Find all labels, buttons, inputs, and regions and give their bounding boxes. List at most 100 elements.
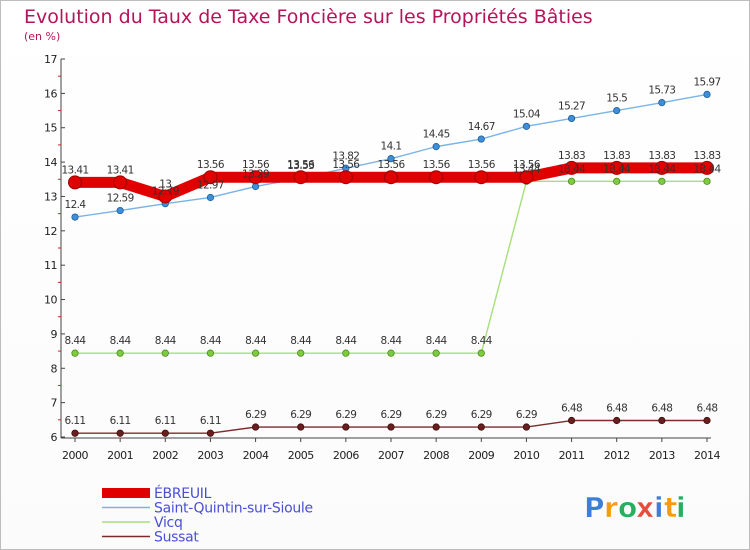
legend-label: Vicq <box>154 515 183 531</box>
data-label: 6.11 <box>200 415 221 427</box>
data-point <box>658 416 666 425</box>
data-point <box>658 177 666 185</box>
data-point <box>384 170 398 185</box>
data-label: 6.29 <box>516 409 537 421</box>
data-label: 13.82 <box>332 150 359 162</box>
data-label: 15.97 <box>693 76 720 88</box>
logo-letter: x <box>636 491 654 524</box>
data-point <box>71 349 79 357</box>
data-label: 13.56 <box>423 159 451 171</box>
x-tick-label: 2009 <box>468 449 494 462</box>
data-point <box>248 170 263 185</box>
data-point <box>206 429 215 437</box>
data-label: 13.44 <box>558 163 586 175</box>
data-label: 6.29 <box>245 409 266 421</box>
data-label: 8.44 <box>426 335 448 347</box>
data-label: 12.79 <box>152 186 179 198</box>
data-label: 13.56 <box>468 159 496 171</box>
data-point <box>342 423 350 431</box>
x-tick-label: 2012 <box>604 449 630 462</box>
data-label: 15.5 <box>606 93 627 105</box>
data-point <box>206 349 215 357</box>
logo-letter: t <box>664 491 677 524</box>
chart-subtitle: (en %) <box>24 30 60 43</box>
data-label: 13.41 <box>61 164 88 176</box>
data-label: 12.4 <box>65 199 87 211</box>
y-tick-label: 6 <box>51 431 58 444</box>
data-label: 6.29 <box>335 409 356 421</box>
x-tick-label: 2005 <box>288 449 314 462</box>
y-tick-label: 13 <box>44 190 57 203</box>
logo-letter: P <box>584 491 605 524</box>
data-label: 8.44 <box>381 335 403 347</box>
data-point <box>161 429 169 437</box>
data-point <box>297 423 305 431</box>
data-point <box>613 177 621 185</box>
data-label: 6.11 <box>110 415 131 427</box>
data-label: 13.83 <box>648 150 675 162</box>
data-point <box>429 170 444 185</box>
data-label: 15.04 <box>513 108 541 120</box>
data-point <box>567 416 576 425</box>
data-point <box>564 160 579 175</box>
data-label: 6.29 <box>426 409 447 421</box>
data-point <box>387 155 395 163</box>
y-tick-label: 11 <box>44 259 57 272</box>
data-label: 6.11 <box>65 415 86 427</box>
data-point <box>703 177 711 185</box>
x-tick-label: 2000 <box>62 449 88 462</box>
data-label: 13.44 <box>693 163 721 175</box>
data-point <box>477 135 485 143</box>
y-tick-label: 10 <box>44 294 57 307</box>
x-tick-label: 2010 <box>513 449 539 462</box>
data-point <box>703 416 711 425</box>
legend: ÉBREUILSaint-Quintin-sur-SiouleVicqSussa… <box>102 485 313 546</box>
data-label: 13.44 <box>603 163 631 175</box>
data-label: 13.56 <box>332 159 360 171</box>
data-label: 13.56 <box>377 159 405 171</box>
data-point <box>158 189 173 204</box>
data-label: 13.53 <box>287 160 314 172</box>
data-label: 13 <box>159 178 171 190</box>
chart-title: Evolution du Taux de Taxe Foncière sur l… <box>24 6 593 28</box>
data-label: 8.44 <box>155 335 177 347</box>
data-point <box>613 416 621 425</box>
data-label: 6.29 <box>381 409 402 421</box>
x-tick-label: 2011 <box>559 449 585 462</box>
data-point <box>297 349 305 357</box>
series-layer <box>68 90 714 437</box>
data-label: 14.1 <box>381 141 402 153</box>
data-label: 8.44 <box>335 335 357 347</box>
data-point <box>477 349 485 357</box>
data-point <box>567 177 576 185</box>
data-label: 8.44 <box>200 335 222 347</box>
axes: 6 7 8 9 10 11 12 13 14 15 16 17 2000 2001 2002 2003 2004… <box>44 53 721 462</box>
data-point <box>68 175 82 190</box>
data-point <box>432 349 440 357</box>
data-label: 13.56 <box>242 159 270 171</box>
data-point <box>522 122 531 130</box>
y-tick-label: 16 <box>44 87 57 100</box>
y-tick-label: 17 <box>44 53 57 66</box>
data-point <box>613 106 621 115</box>
data-point <box>658 99 666 107</box>
data-label: 8.44 <box>65 335 87 347</box>
data-label: 12.97 <box>197 179 224 191</box>
data-point <box>387 423 395 431</box>
data-point <box>432 423 440 431</box>
data-label: 13.29 <box>242 168 269 180</box>
data-point <box>474 170 489 185</box>
data-point <box>71 429 79 437</box>
data-label: 13.56 <box>513 159 541 171</box>
data-point <box>116 349 124 357</box>
y-tick-label: 9 <box>51 328 58 341</box>
data-label: 6.29 <box>290 409 311 421</box>
data-label: 6.11 <box>155 415 176 427</box>
data-point <box>519 170 534 185</box>
data-label: 8.44 <box>245 335 267 347</box>
data-label: 12.59 <box>107 193 134 205</box>
